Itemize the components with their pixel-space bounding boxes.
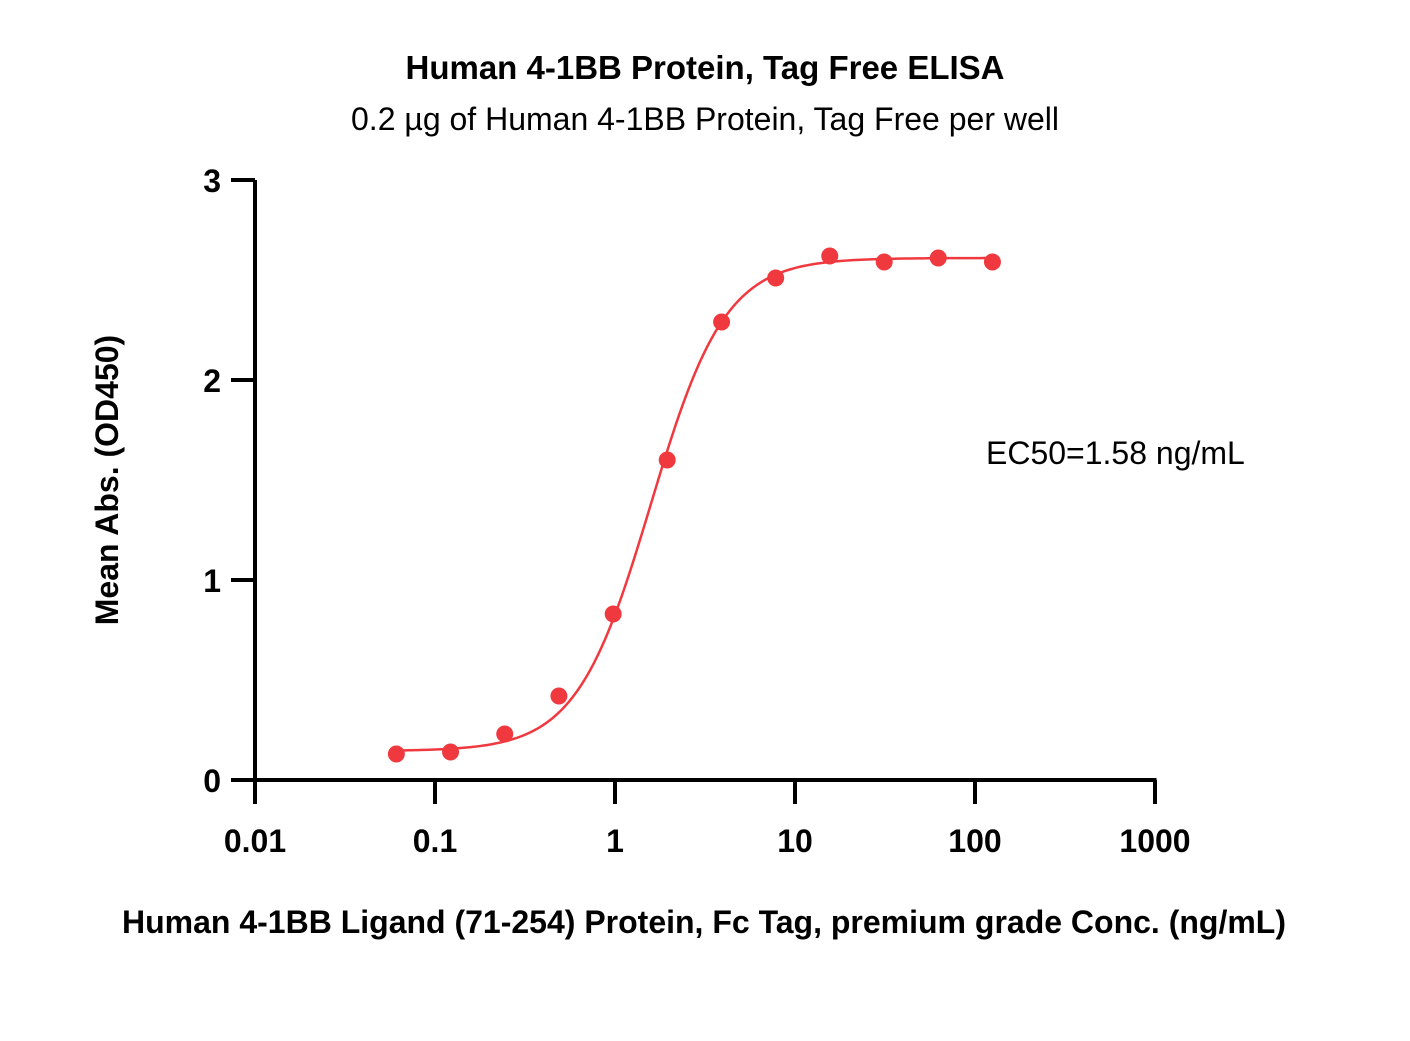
data-point xyxy=(604,605,622,623)
data-point xyxy=(767,269,785,287)
data-point xyxy=(658,451,676,469)
y-axis-label: Mean Abs. (OD450) xyxy=(89,335,125,625)
x-tick-label: 10 xyxy=(777,823,813,859)
data-point xyxy=(387,745,405,763)
y-tick-label: 1 xyxy=(203,563,221,599)
x-tick-label: 1 xyxy=(606,823,624,859)
y-ticks: 0 1 2 3 xyxy=(203,163,255,799)
x-tick-label: 0.01 xyxy=(224,823,286,859)
x-tick-label: 0.1 xyxy=(413,823,457,859)
x-tick-label: 1000 xyxy=(1119,823,1190,859)
y-tick-label: 2 xyxy=(203,363,221,399)
ec50-annotation: EC50=1.58 ng/mL xyxy=(986,435,1245,471)
x-tick-label: 100 xyxy=(948,823,1001,859)
y-tick-label: 0 xyxy=(203,763,221,799)
fit-curve xyxy=(396,256,993,752)
x-ticks: 0.01 0.1 1 10 100 1000 xyxy=(224,780,1191,859)
data-points xyxy=(387,247,1001,763)
data-point xyxy=(929,249,947,267)
data-point xyxy=(983,253,1001,271)
x-axis-label: Human 4-1BB Ligand (71-254) Protein, Fc … xyxy=(122,904,1286,940)
data-point xyxy=(713,313,731,331)
chart-subtitle: 0.2 µg of Human 4-1BB Protein, Tag Free … xyxy=(351,101,1059,137)
data-point xyxy=(442,743,460,761)
data-point xyxy=(821,247,839,265)
data-point xyxy=(875,253,893,271)
chart-title: Human 4-1BB Protein, Tag Free ELISA xyxy=(406,49,1005,86)
data-point xyxy=(496,725,514,743)
y-tick-label: 3 xyxy=(203,163,221,199)
axes xyxy=(253,180,1157,782)
data-point xyxy=(550,687,568,705)
